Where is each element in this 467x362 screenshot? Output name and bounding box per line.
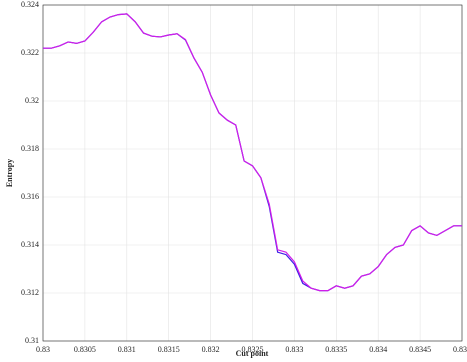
x-tick-label: 0.8305	[74, 345, 96, 354]
x-tick-label: 0.8315	[158, 345, 180, 354]
y-tick-label: 0.314	[21, 240, 39, 249]
x-tick-label: 0.8325	[242, 345, 264, 354]
x-tick-label: 0.83	[36, 345, 50, 354]
y-tick-label: 0.32	[25, 96, 39, 105]
plot-frame	[42, 4, 463, 342]
y-tick-label: 0.324	[21, 0, 39, 9]
y-tick-label: 0.322	[21, 48, 39, 57]
y-tick-label: 0.312	[21, 288, 39, 297]
data-line	[43, 13, 462, 292]
x-tick-label: 0.833	[285, 345, 303, 354]
x-axis-label: Cut point	[236, 349, 269, 358]
x-tick-label: 0.835	[453, 345, 467, 354]
y-tick-label: 0.31	[25, 336, 39, 345]
x-tick-label: 0.8335	[325, 345, 347, 354]
x-tick-label: 0.832	[202, 345, 220, 354]
y-tick-label: 0.318	[21, 144, 39, 153]
x-tick-label: 0.831	[118, 345, 136, 354]
y-axis-label: Entropy	[5, 159, 14, 187]
y-tick-label: 0.316	[21, 192, 39, 201]
x-tick-label: 0.834	[369, 345, 387, 354]
x-tick-label: 0.8345	[409, 345, 431, 354]
